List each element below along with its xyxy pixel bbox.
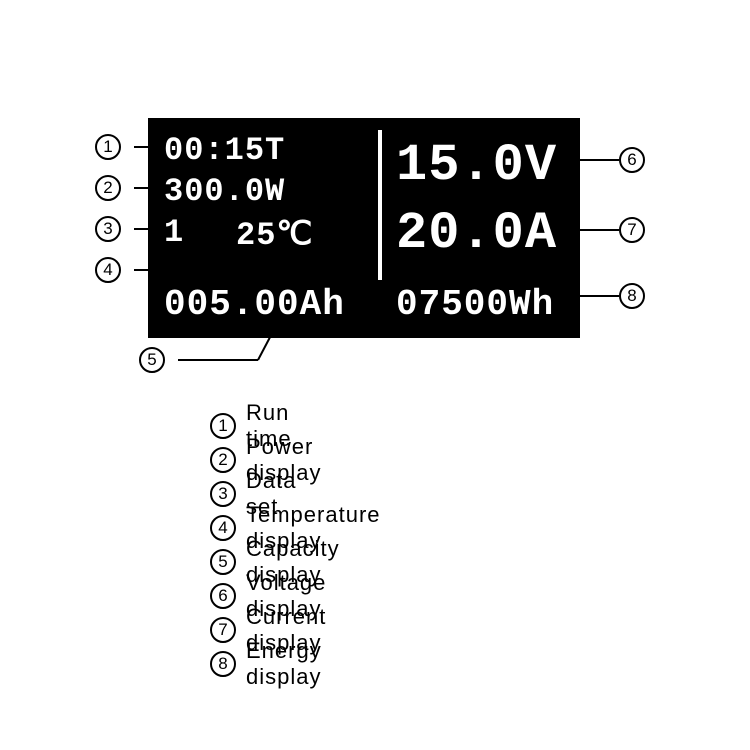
lcd-runtime: 00:15T (164, 132, 285, 169)
lcd-capacity: 005.00Ah (164, 284, 345, 325)
callout-marker-3: 3 (95, 216, 121, 242)
callout-lines (0, 0, 750, 750)
callout-marker-1: 1 (95, 134, 121, 160)
callout-marker-4: 4 (95, 257, 121, 283)
callout-marker-2: 2 (95, 175, 121, 201)
callout-marker-7: 7 (619, 217, 645, 243)
lcd-divider (378, 130, 382, 280)
diagram-root: 00:15T 300.0W 1 25℃ 005.00Ah 15.0V 20.0A 07500W… (0, 0, 750, 750)
lcd-voltage: 15.0V (396, 136, 557, 195)
legend-row-8: 8 Energy display (210, 638, 322, 690)
lcd-energy: 07500Wh (396, 284, 554, 325)
lcd-temp: 25℃ (236, 214, 313, 254)
callout-marker-5: 5 (139, 347, 165, 373)
callout-marker-8: 8 (619, 283, 645, 309)
legend-label-8: Energy display (246, 638, 322, 690)
lcd-current: 20.0A (396, 204, 557, 263)
legend-num-8: 8 (210, 651, 236, 677)
callout-marker-6: 6 (619, 147, 645, 173)
lcd-power: 300.0W (164, 173, 285, 210)
lcd-dataset: 1 (164, 214, 184, 251)
lcd-screen: 00:15T 300.0W 1 25℃ 005.00Ah 15.0V 20.0A 07500W… (148, 118, 580, 338)
